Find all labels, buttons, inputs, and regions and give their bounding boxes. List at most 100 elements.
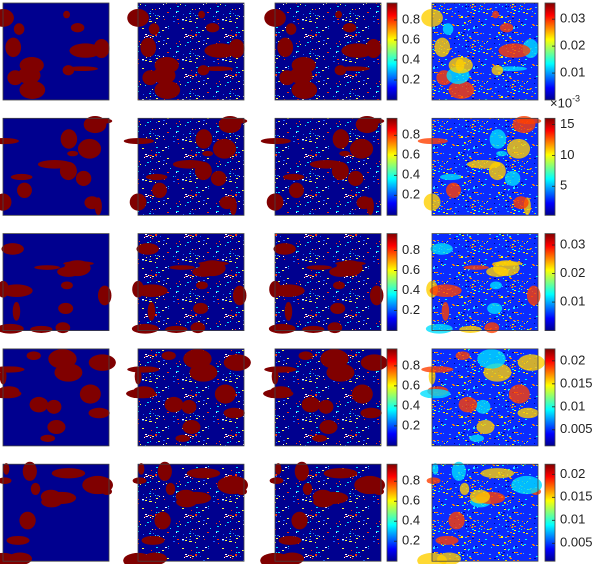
region-blob	[148, 23, 160, 35]
region-blob	[132, 477, 147, 484]
image-panel	[126, 348, 251, 447]
region-blob	[448, 511, 465, 530]
region-blob	[506, 138, 531, 159]
region-blob	[47, 420, 66, 435]
region-blob	[0, 284, 33, 298]
exponent: -3	[572, 94, 580, 104]
image-panel	[260, 116, 385, 216]
region-blob	[204, 43, 237, 58]
region-blob	[499, 23, 514, 33]
region-blob	[442, 23, 454, 35]
region-blob	[210, 170, 227, 187]
region-blob	[63, 261, 94, 266]
image-panel	[264, 2, 382, 101]
region-blob	[141, 535, 165, 545]
region-blob	[437, 552, 462, 565]
region-blob	[82, 475, 114, 495]
colorbar-tick-label: 0.6	[402, 31, 420, 46]
region-blob	[477, 349, 506, 369]
region-blob	[291, 511, 308, 530]
image-panel	[127, 2, 245, 101]
region-blob	[339, 150, 351, 157]
region-blob	[273, 243, 296, 255]
region-blob	[182, 420, 201, 435]
region-blob	[212, 138, 237, 159]
colorbar-tick-label: 0.005	[560, 421, 593, 436]
region-blob	[26, 351, 41, 361]
region-blob	[434, 37, 451, 58]
region-blob	[291, 57, 316, 74]
colorbar-tick-label: 0.2	[402, 302, 420, 317]
region-blob	[327, 322, 343, 334]
panel-frame	[2, 463, 110, 562]
region-blob	[475, 399, 491, 414]
region-blob	[489, 281, 502, 290]
region-blob	[175, 434, 191, 442]
region-blob	[334, 65, 347, 76]
region-blob	[58, 302, 74, 314]
colorbar-tick-label: 0.8	[402, 11, 420, 26]
region-blob	[347, 170, 364, 187]
region-blob	[356, 196, 372, 210]
colorbar-tick-label: 0.8	[402, 242, 420, 257]
colorbar-tick-label: 0.015	[560, 375, 593, 390]
colorbar-tick-label: 0.01	[560, 64, 585, 79]
region-blob	[269, 477, 284, 484]
region-blob	[323, 468, 358, 479]
region-blob	[349, 138, 374, 159]
region-blob	[351, 384, 373, 404]
region-blob	[127, 366, 160, 373]
region-blob	[282, 173, 305, 181]
region-blob	[219, 196, 235, 210]
region-blob	[306, 265, 332, 270]
colorbar-tick-label: 0.6	[402, 493, 420, 508]
region-blob	[435, 535, 459, 545]
colorbar-tick-label: 0.8	[402, 473, 420, 488]
region-blob	[70, 23, 85, 33]
region-blob	[329, 266, 352, 277]
region-blob	[192, 266, 215, 277]
region-blob	[417, 138, 448, 145]
region-blob	[320, 349, 349, 369]
panel-frame	[274, 2, 382, 101]
region-blob	[97, 285, 112, 306]
region-blob	[342, 23, 357, 33]
panel-frame	[431, 463, 539, 562]
region-blob	[214, 384, 236, 404]
region-blob	[195, 281, 208, 290]
colorbar-tick-label: 0.03	[560, 236, 585, 251]
region-blob	[285, 23, 297, 35]
region-blob	[319, 420, 338, 435]
region-blob	[264, 366, 297, 373]
colorbar	[386, 348, 398, 447]
region-blob	[12, 301, 21, 321]
colorbar-tick-label: 0.4	[402, 167, 420, 182]
region-blob	[277, 37, 294, 58]
region-blob	[223, 354, 251, 371]
region-blob	[48, 349, 77, 369]
region-blob	[272, 284, 305, 298]
region-blob	[183, 349, 212, 369]
region-blob	[492, 10, 500, 19]
panel-frame	[137, 233, 245, 332]
colorbar-exponent: ×10-3	[550, 94, 580, 111]
image-panel	[421, 2, 539, 101]
exponent-base: ×10	[550, 96, 572, 111]
region-blob	[29, 396, 49, 413]
colorbar-tick-label: 0.01	[560, 512, 585, 527]
colorbar-tick-label: 0.4	[402, 282, 420, 297]
region-blob	[57, 266, 80, 277]
region-blob	[466, 160, 501, 169]
region-blob	[294, 461, 309, 481]
region-blob	[476, 420, 495, 435]
colorbar-tick-label: 0.6	[402, 377, 420, 392]
region-blob	[201, 66, 233, 72]
region-blob	[6, 535, 30, 545]
panel-frame	[431, 233, 539, 332]
region-blob	[69, 43, 102, 58]
region-blob	[463, 265, 489, 270]
region-blob	[136, 243, 159, 255]
colorbar-tick-label: 0.005	[560, 535, 593, 550]
region-blob	[495, 66, 527, 72]
